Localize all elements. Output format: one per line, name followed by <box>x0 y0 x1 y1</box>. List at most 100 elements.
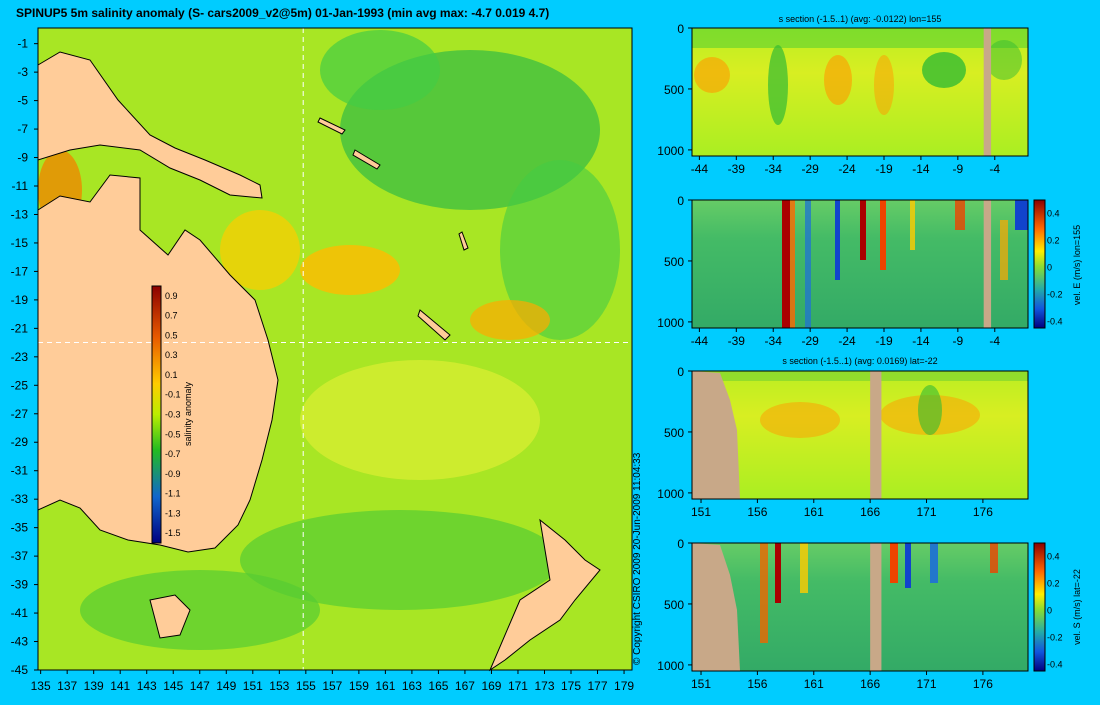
s2-x-tick-label: -29 <box>801 334 819 348</box>
map-x-tick-label: 141 <box>110 679 130 693</box>
s3-x-tick-label: 171 <box>917 505 937 519</box>
map-y-tick-label: -39 <box>11 578 29 592</box>
map-x-tick-label: 145 <box>163 679 183 693</box>
map-y-tick-label: -31 <box>11 464 29 478</box>
main-title: SPINUP5 5m salinity anomaly (S- cars2009… <box>16 6 549 20</box>
section-1-frame <box>691 27 1029 157</box>
s2-x-tick-label: -4 <box>989 334 1000 348</box>
s1-x-tick-label: -24 <box>838 162 856 176</box>
s2-x-tick-label: -44 <box>691 334 709 348</box>
s4-colorbar-tick-label: 0.2 <box>1047 578 1060 588</box>
map-y-tick-label: -23 <box>11 350 29 364</box>
s2-colorbar-tick-label: 0.4 <box>1047 208 1060 218</box>
map-y-tick-label: -7 <box>17 122 28 136</box>
land-vanuatu <box>458 231 469 251</box>
section-3-land <box>692 371 740 499</box>
map-x-tick-label: 177 <box>588 679 608 693</box>
map-y-tick-label: -41 <box>11 606 29 620</box>
section-2-mask <box>983 200 992 328</box>
s4-x-tick-label: 161 <box>804 677 824 691</box>
map-x-tick-label: 167 <box>455 679 475 693</box>
s2-x-tick-label: -14 <box>912 334 930 348</box>
map-y-tick-label: -21 <box>11 321 29 335</box>
s3-y-tick-label: 1000 <box>657 487 684 501</box>
s4-y-tick-label: 0 <box>677 537 684 551</box>
map-x-tick-label: 149 <box>216 679 236 693</box>
map-x-tick-label: 171 <box>508 679 528 693</box>
section-4-x-axis: 151 156 161 166 171 176 <box>691 671 993 691</box>
s2-x-tick-label: -19 <box>875 334 893 348</box>
map-colorbar-tick-label: -0.9 <box>165 469 181 479</box>
section-panel-1: s section (-1.5..1) (avg: -0.0122) lon=1… <box>657 14 1029 176</box>
s1-y-tick-label: 0 <box>677 22 684 36</box>
section-4-mask <box>870 543 882 671</box>
map-x-tick-label: 161 <box>375 679 395 693</box>
s4-x-tick-label: 156 <box>747 677 767 691</box>
s4-colorbar-tick-label: -0.4 <box>1047 659 1063 669</box>
s3-y-tick-label: 0 <box>677 365 684 379</box>
map-y-tick-label: -3 <box>17 65 28 79</box>
section-1-y-axis: 0 500 1000 <box>657 22 692 158</box>
land-new-guinea <box>37 51 263 199</box>
s4-x-tick-label: 166 <box>860 677 880 691</box>
s2-colorbar-tick-label: 0 <box>1047 262 1052 272</box>
copyright-text: © Copyright CSIRO 2009 20-Jun-2009 11:04… <box>632 452 643 665</box>
map-colorbar-tick-label: -0.1 <box>165 390 181 400</box>
s2-y-tick-label: 0 <box>677 194 684 208</box>
map-y-tick-label: -35 <box>11 521 29 535</box>
section-4-colorbar-label: vel. S (m/s) lat=-22 <box>1072 569 1082 645</box>
s1-x-tick-label: -44 <box>691 162 709 176</box>
map-colorbar-tick-label: -0.5 <box>165 429 181 439</box>
s1-y-tick-label: 1000 <box>657 144 684 158</box>
s2-x-tick-label: -9 <box>953 334 964 348</box>
section-4-land <box>692 543 740 671</box>
s1-x-tick-label: -34 <box>765 162 783 176</box>
section-2-y-axis: 0 500 1000 <box>657 194 692 330</box>
map-x-tick-label: 139 <box>84 679 104 693</box>
s4-colorbar-tick-label: 0 <box>1047 605 1052 615</box>
map-y-tick-label: -29 <box>11 435 29 449</box>
s3-x-tick-label: 151 <box>691 505 711 519</box>
map-y-tick-label: -43 <box>11 635 29 649</box>
map-y-tick-label: -5 <box>17 94 28 108</box>
s2-x-tick-label: -39 <box>728 334 746 348</box>
section-3-y-axis: 0 500 1000 <box>657 365 692 501</box>
s3-x-tick-label: 156 <box>747 505 767 519</box>
land-tasmania <box>149 594 191 639</box>
map-x-tick-label: 157 <box>322 679 342 693</box>
s3-y-tick-label: 500 <box>664 426 684 440</box>
section-3-frame <box>691 370 1029 500</box>
section-3-mask <box>870 371 882 499</box>
map-colorbar-tick-label: 0.9 <box>165 291 178 301</box>
map-colorbar-tick-label: 0.5 <box>165 330 178 340</box>
map-x-tick-label: 137 <box>57 679 77 693</box>
land-solomon-islands <box>317 117 381 170</box>
s4-colorbar-tick-label: -0.2 <box>1047 632 1063 642</box>
map-x-tick-label: 163 <box>402 679 422 693</box>
land-new-zealand <box>488 518 601 672</box>
s1-x-tick-label: -9 <box>953 162 964 176</box>
map-y-tick-label: -11 <box>12 179 29 193</box>
map-x-tick-label: 153 <box>269 679 289 693</box>
s1-y-tick-label: 500 <box>664 83 684 97</box>
section-2-colorbar-label: vel. E (m/s) lon=155 <box>1072 225 1082 305</box>
s1-x-tick-label: -29 <box>801 162 819 176</box>
map-colorbar-tick-label: -0.7 <box>165 449 181 459</box>
land-new-caledonia <box>417 309 451 341</box>
section-3-x-axis: 151 156 161 166 171 176 <box>691 499 993 519</box>
section-1-features <box>692 28 1028 125</box>
map-x-tick-label: 135 <box>31 679 51 693</box>
s4-y-tick-label: 1000 <box>657 659 684 673</box>
s1-x-tick-label: -19 <box>875 162 893 176</box>
map-x-tick-label: 179 <box>614 679 634 693</box>
s2-colorbar-tick-label: -0.4 <box>1047 316 1063 326</box>
map-colorbar: 0.9 0.7 0.5 0.3 0.1 -0.1 -0.3 -0.5 -0.7 -0.9 -1.1 -… <box>151 285 193 544</box>
map-y-tick-label: -25 <box>11 378 29 392</box>
section-1-x-axis: -44 -39 -34 -29 -24 -19 -14 -9 -4 <box>691 156 1000 176</box>
map-x-tick-label: 147 <box>190 679 210 693</box>
map-colorbar-label: salinity anomaly <box>183 381 193 446</box>
map-x-tick-label: 151 <box>243 679 263 693</box>
map-colorbar-tick-label: -1.5 <box>165 528 181 538</box>
